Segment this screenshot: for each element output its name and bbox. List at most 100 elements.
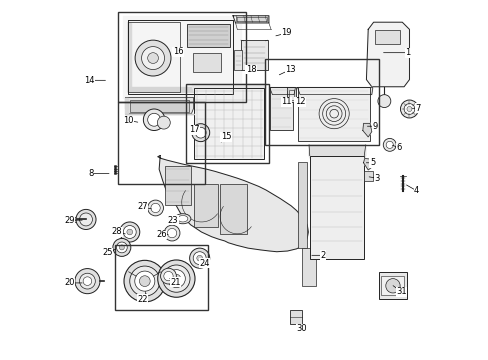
- Circle shape: [189, 248, 209, 268]
- Bar: [118, 12, 246, 102]
- Circle shape: [113, 238, 131, 256]
- Text: 31: 31: [395, 287, 406, 296]
- Bar: [290, 310, 301, 324]
- Circle shape: [120, 222, 140, 242]
- Bar: [270, 87, 292, 130]
- Circle shape: [406, 107, 411, 112]
- Text: 30: 30: [296, 324, 306, 333]
- Circle shape: [129, 266, 160, 296]
- Polygon shape: [362, 123, 371, 137]
- Circle shape: [400, 100, 418, 118]
- Circle shape: [83, 277, 92, 285]
- Polygon shape: [297, 87, 372, 95]
- Bar: [309, 156, 364, 259]
- Text: 29: 29: [64, 216, 75, 225]
- Circle shape: [116, 242, 127, 253]
- Circle shape: [163, 271, 173, 281]
- Bar: [115, 245, 207, 310]
- Circle shape: [143, 109, 164, 131]
- Circle shape: [167, 270, 185, 288]
- Bar: [298, 87, 369, 141]
- Circle shape: [196, 255, 202, 261]
- Text: 2: 2: [320, 251, 325, 260]
- Bar: [192, 53, 221, 72]
- Polygon shape: [192, 84, 265, 93]
- Circle shape: [76, 210, 96, 229]
- Circle shape: [383, 138, 395, 151]
- Bar: [381, 276, 404, 296]
- Circle shape: [147, 113, 160, 126]
- Polygon shape: [269, 87, 295, 95]
- Bar: [378, 272, 406, 299]
- Circle shape: [377, 95, 390, 108]
- Bar: [186, 84, 268, 163]
- Text: 8: 8: [88, 169, 94, 178]
- Text: 22: 22: [137, 294, 147, 303]
- Bar: [194, 184, 217, 226]
- Polygon shape: [125, 98, 193, 114]
- Bar: [73, 217, 80, 222]
- Text: 14: 14: [84, 76, 95, 85]
- Polygon shape: [125, 98, 128, 114]
- Circle shape: [163, 265, 190, 292]
- Bar: [363, 171, 372, 181]
- Circle shape: [386, 141, 392, 148]
- Text: 1: 1: [404, 48, 409, 57]
- Circle shape: [385, 279, 399, 293]
- Circle shape: [147, 200, 163, 216]
- Text: 28: 28: [112, 228, 122, 237]
- Bar: [187, 24, 230, 47]
- Polygon shape: [363, 158, 372, 170]
- Ellipse shape: [174, 214, 190, 224]
- Polygon shape: [128, 87, 233, 92]
- Circle shape: [142, 46, 164, 69]
- Text: 5: 5: [369, 158, 374, 167]
- Circle shape: [151, 203, 160, 213]
- Circle shape: [123, 226, 136, 238]
- Text: 15: 15: [220, 132, 231, 141]
- Circle shape: [124, 260, 165, 302]
- Text: 17: 17: [188, 125, 199, 134]
- Circle shape: [135, 271, 155, 291]
- Polygon shape: [308, 145, 365, 162]
- Circle shape: [158, 260, 195, 297]
- Bar: [265, 59, 378, 145]
- Circle shape: [80, 273, 95, 289]
- Bar: [118, 102, 204, 184]
- Text: 16: 16: [172, 47, 183, 56]
- Bar: [220, 184, 246, 234]
- Bar: [375, 30, 400, 44]
- Circle shape: [80, 213, 92, 226]
- Circle shape: [403, 104, 414, 114]
- Text: 7: 7: [415, 104, 420, 113]
- Circle shape: [167, 228, 176, 238]
- Text: 23: 23: [167, 216, 178, 225]
- Circle shape: [191, 124, 209, 141]
- Polygon shape: [366, 22, 408, 87]
- Text: 21: 21: [170, 278, 181, 287]
- Text: 6: 6: [395, 143, 401, 152]
- Text: 20: 20: [64, 278, 75, 287]
- Circle shape: [147, 53, 158, 63]
- Bar: [193, 88, 263, 159]
- Text: 12: 12: [294, 97, 305, 106]
- Text: 3: 3: [374, 174, 379, 183]
- Polygon shape: [158, 156, 308, 252]
- Bar: [235, 17, 266, 22]
- Text: 24: 24: [199, 259, 209, 268]
- Ellipse shape: [178, 216, 187, 222]
- Polygon shape: [122, 16, 241, 98]
- Text: 19: 19: [281, 28, 291, 37]
- Bar: [298, 162, 306, 248]
- Text: 11: 11: [281, 97, 291, 106]
- Circle shape: [119, 245, 124, 250]
- Circle shape: [139, 276, 150, 287]
- Bar: [130, 100, 188, 112]
- Circle shape: [160, 268, 176, 284]
- Circle shape: [135, 40, 171, 76]
- Circle shape: [126, 229, 132, 235]
- Circle shape: [193, 252, 206, 265]
- Text: 25: 25: [102, 248, 113, 257]
- Text: 18: 18: [245, 65, 256, 74]
- Circle shape: [195, 127, 206, 138]
